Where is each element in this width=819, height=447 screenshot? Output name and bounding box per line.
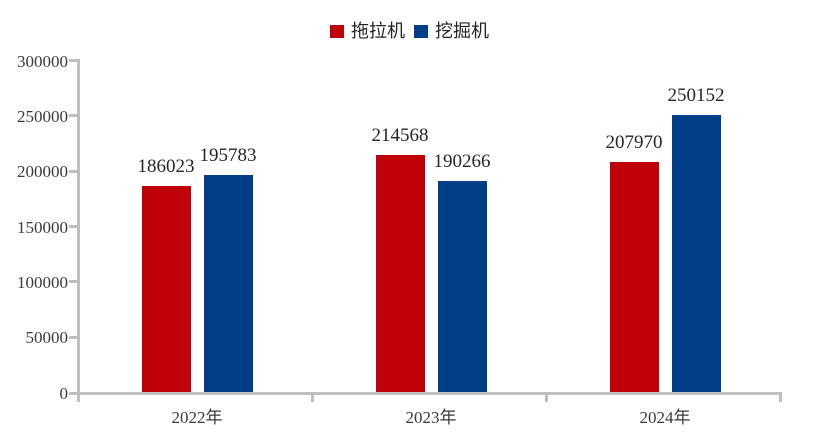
bar-value-label: 214568 — [371, 124, 429, 146]
y-tick-label: 150000 — [17, 217, 68, 237]
bar-拖拉机-2022年 — [141, 186, 191, 392]
y-tick-label: 50000 — [25, 328, 69, 348]
legend-item: 挖掘机 — [414, 22, 489, 40]
y-tick-mark — [69, 59, 80, 62]
x-axis-line — [69, 392, 782, 395]
y-tick-label: 300000 — [17, 51, 68, 71]
x-tick-mark — [779, 392, 782, 402]
bar-value-label: 250152 — [667, 85, 725, 107]
legend-label: 拖拉机 — [351, 21, 405, 41]
y-tick-label: 0 — [59, 383, 69, 403]
y-tick-label: 200000 — [17, 162, 68, 182]
legend-item: 拖拉机 — [330, 22, 405, 40]
x-tick-mark — [311, 392, 314, 402]
bar-拖拉机-2023年 — [375, 154, 425, 392]
y-tick-mark — [69, 335, 80, 339]
bar-拖拉机-2024年 — [609, 161, 659, 392]
legend-swatch-icon — [414, 24, 428, 38]
y-tick-mark — [69, 225, 80, 228]
x-axis-label: 2023年 — [405, 408, 457, 427]
bar-value-label: 186023 — [137, 156, 195, 178]
bar-value-label: 190266 — [433, 151, 491, 173]
y-tick-label: 250000 — [17, 106, 68, 126]
legend-label: 挖掘机 — [435, 21, 489, 41]
x-axis-label: 2022年 — [171, 408, 223, 427]
y-tick-label: 100000 — [17, 272, 68, 292]
bar-value-label: 195783 — [199, 145, 257, 167]
legend: 拖拉机 挖掘机 — [0, 20, 819, 42]
legend-swatch-icon — [330, 24, 344, 38]
bar-value-label: 207970 — [605, 131, 663, 153]
x-tick-mark — [545, 392, 548, 402]
x-axis-label: 2024年 — [639, 408, 691, 427]
bar-挖掘机-2024年 — [671, 115, 721, 392]
y-tick-mark — [69, 169, 80, 173]
x-tick-mark — [77, 392, 80, 402]
y-tick-mark — [69, 114, 80, 118]
y-tick-mark — [69, 280, 80, 284]
bar-挖掘机-2023年 — [437, 181, 487, 392]
bar-挖掘机-2022年 — [203, 175, 253, 392]
